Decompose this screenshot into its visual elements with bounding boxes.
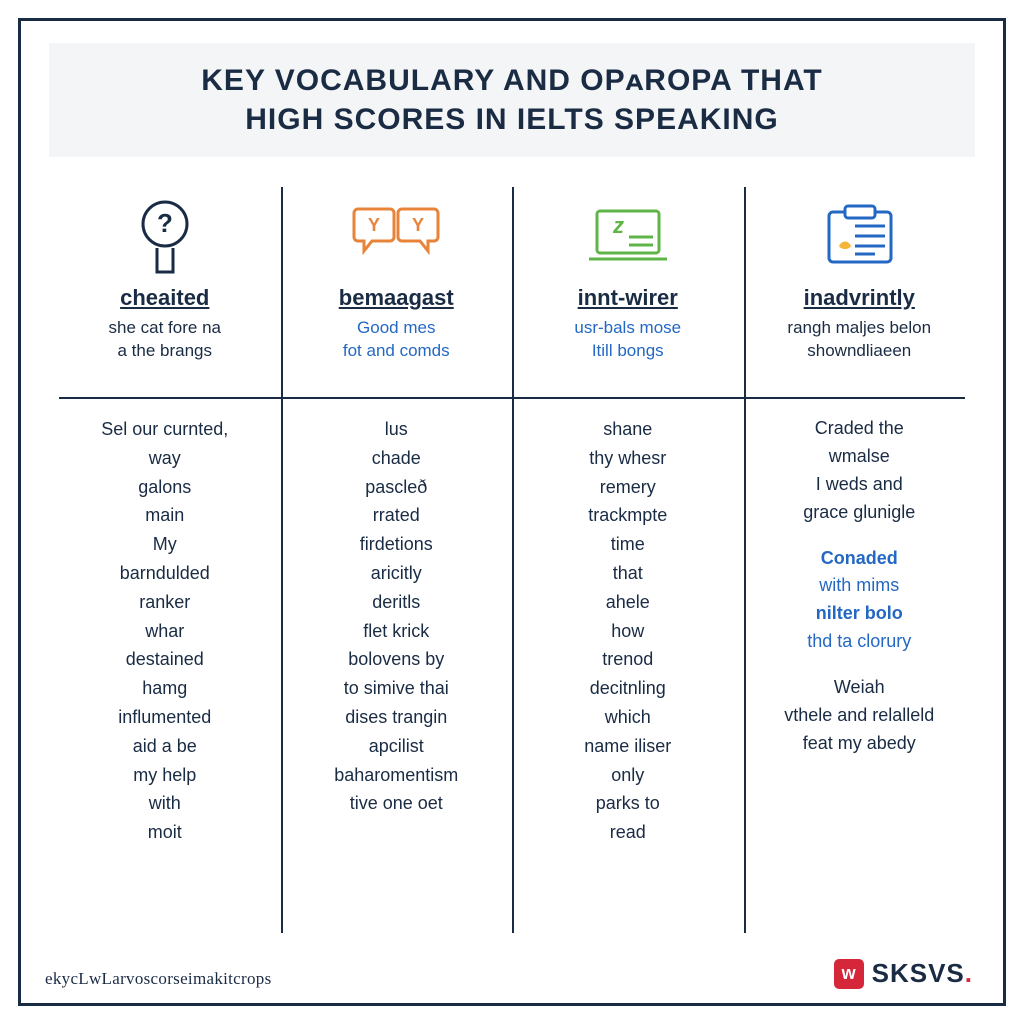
brand-logo: w SKSVS. bbox=[834, 958, 973, 989]
brand-mark: w bbox=[834, 959, 864, 989]
col-2-body: luschadepascleðrratedfirdetionsaricitlyd… bbox=[281, 397, 513, 943]
col-3-word: innt-wirer bbox=[578, 285, 678, 311]
divider-v2 bbox=[512, 187, 514, 933]
col-2-sub: Good mesfot and comds bbox=[343, 317, 450, 363]
clipboard-icon bbox=[819, 195, 899, 277]
col-1-list: Sel our curnted,waygalonsmainMybarndulde… bbox=[101, 415, 228, 847]
col-3-list: shanethy whesrremerytrackmptetimethatahe… bbox=[584, 415, 671, 847]
content-grid: ? cheaited she cat fore naa the brangs Y… bbox=[49, 177, 975, 943]
laptop-icon: ᴢ bbox=[585, 195, 671, 277]
divider-v3 bbox=[744, 187, 746, 933]
col-4-sub: rangh maljes belonshowndliaeen bbox=[787, 317, 931, 363]
svg-text:Y: Y bbox=[368, 215, 380, 235]
col-4-para-1: Craded thewmalseI weds andgrace glunigle bbox=[803, 415, 915, 527]
col-1-header: ? cheaited she cat fore naa the brangs bbox=[49, 177, 281, 397]
col-1-body: Sel our curnted,waygalonsmainMybarndulde… bbox=[49, 397, 281, 943]
col-4-para-2: Conadedwith mimsnilter bolothd ta clorur… bbox=[807, 545, 911, 657]
col-4-body: Craded thewmalseI weds andgrace glunigle… bbox=[744, 397, 976, 943]
col-4-word: inadvrintly bbox=[804, 285, 915, 311]
title-line-2: HIGH SCORES IN IELTS SPEAKING bbox=[59, 100, 965, 139]
col-3-body: shanethy whesrremerytrackmptetimethatahe… bbox=[512, 397, 744, 943]
chat-bubbles-icon: Y Y bbox=[352, 195, 440, 277]
brand-name: SKSVS. bbox=[872, 958, 973, 989]
divider-v1 bbox=[281, 187, 283, 933]
col-1-sub: she cat fore naa the brangs bbox=[109, 317, 221, 363]
divider-h bbox=[59, 397, 965, 399]
svg-text:Y: Y bbox=[412, 215, 424, 235]
footer-text: ekycLwLarvoscorseimakitcrops bbox=[45, 969, 272, 989]
title-line-1: KEY VOCABULARY AND OPᴀROPA THAT bbox=[59, 61, 965, 100]
col-4-para-3: Weiahvthele and relalleldfeat my abedy bbox=[784, 674, 934, 758]
col-4-header: inadvrintly rangh maljes belonshowndliae… bbox=[744, 177, 976, 397]
col-2-word: bemaagast bbox=[339, 285, 454, 311]
svg-text:ᴢ: ᴢ bbox=[612, 213, 624, 238]
title-banner: KEY VOCABULARY AND OPᴀROPA THAT HIGH SCO… bbox=[49, 43, 975, 157]
col-2-list: luschadepascleðrratedfirdetionsaricitlyd… bbox=[334, 415, 458, 818]
question-head-icon: ? bbox=[135, 195, 195, 277]
infographic-frame: KEY VOCABULARY AND OPᴀROPA THAT HIGH SCO… bbox=[18, 18, 1006, 1006]
col-2-header: Y Y bemaagast Good mesfot and comds bbox=[281, 177, 513, 397]
svg-text:?: ? bbox=[157, 208, 173, 238]
col-3-sub: usr-bals moseItill bongs bbox=[574, 317, 681, 363]
col-1-word: cheaited bbox=[120, 285, 209, 311]
col-3-header: ᴢ innt-wirer usr-bals moseItill bongs bbox=[512, 177, 744, 397]
